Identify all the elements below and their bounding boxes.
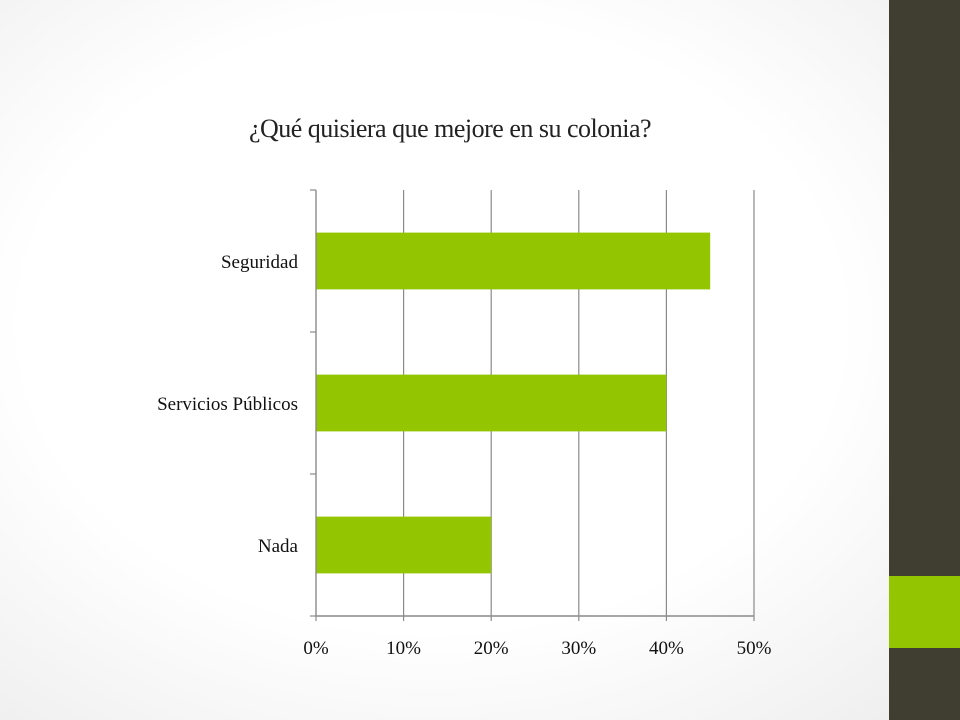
bar-2 [316,516,492,574]
chart-bars [316,232,711,574]
x-tick-label: 10% [386,638,421,659]
x-tick-label: 40% [649,638,684,659]
chart-axis [310,189,755,621]
chart-category-labels: Seguridad Servicios Públicos Nada [157,252,298,557]
category-label-1: Servicios Públicos [157,394,298,415]
x-tick-label: 0% [303,638,329,659]
category-label-0: Seguridad [221,252,299,273]
chart-tick-labels: 0% 10% 20% 30% 40% 50% [303,638,771,659]
x-tick-label: 50% [737,638,772,659]
x-tick-label: 30% [561,638,596,659]
bar-1 [316,374,667,432]
bar-0 [316,232,711,290]
category-label-2: Nada [258,536,299,557]
x-tick-label: 20% [474,638,509,659]
slide-sidebar-accent [889,576,960,648]
chart-title: ¿Qué quisiera que mejore en su colonia? [248,114,652,143]
